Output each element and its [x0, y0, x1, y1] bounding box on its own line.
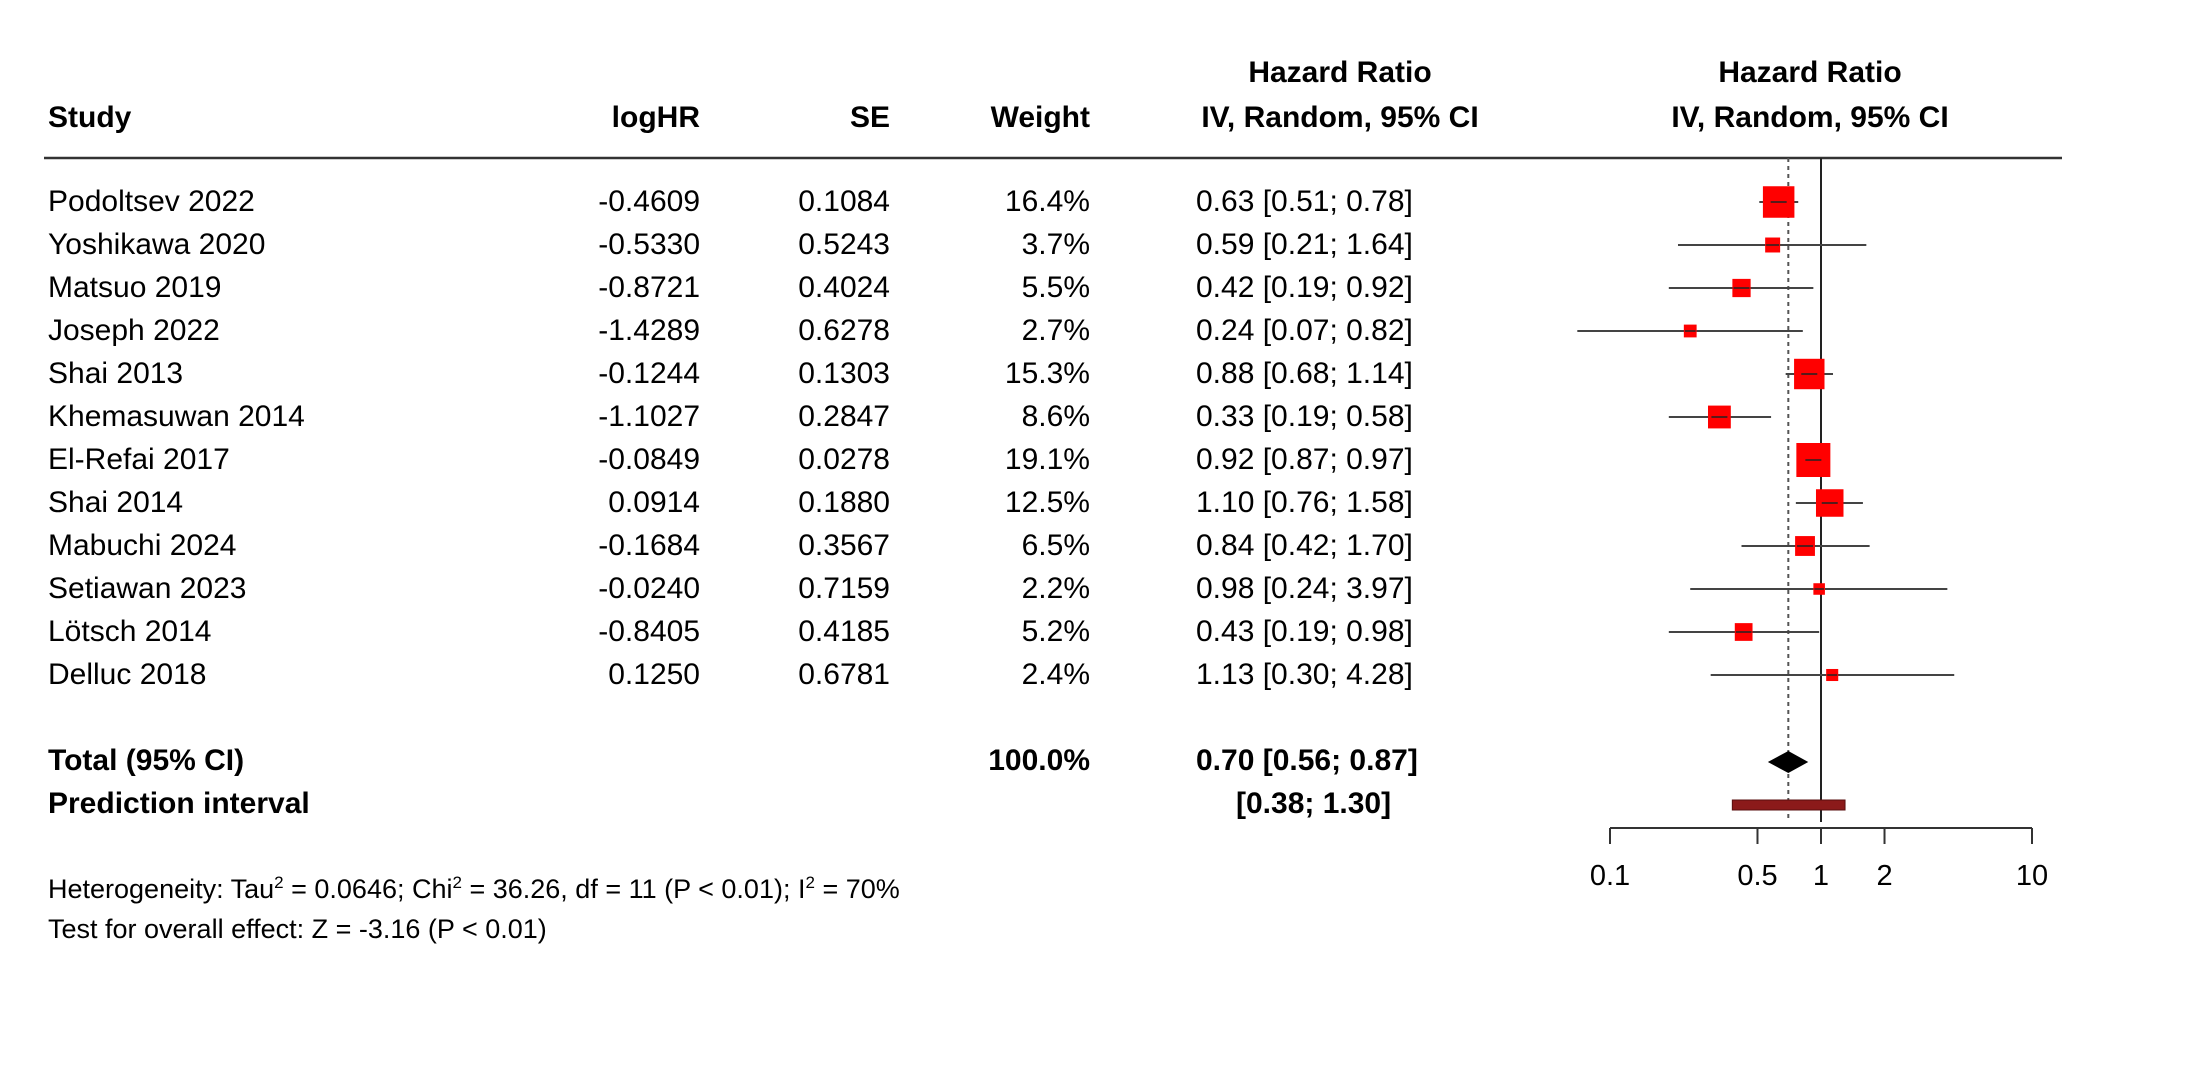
study-name: Shai 2013 — [48, 357, 184, 390]
study-name: Khemasuwan 2014 — [48, 400, 305, 433]
x-tick-label: 2 — [1876, 860, 1892, 892]
study-weight: 2.7% — [1021, 314, 1090, 347]
study-weight: 2.2% — [1021, 572, 1090, 605]
study-se: 0.1084 — [798, 185, 890, 218]
study-loghr: -1.1027 — [598, 400, 700, 433]
prediction-label: Prediction interval — [48, 787, 310, 820]
study-ci-text: 0.88 [0.68; 1.14] — [1196, 357, 1413, 390]
study-name: Setiawan 2023 — [48, 572, 247, 605]
study-se: 0.5243 — [798, 228, 890, 261]
study-ci-text: 0.24 [0.07; 0.82] — [1196, 314, 1413, 347]
study-loghr: -0.0240 — [598, 572, 700, 605]
x-tick-label: 10 — [2016, 860, 2048, 892]
study-ci-text: 0.33 [0.19; 0.58] — [1196, 400, 1413, 433]
header-se: SE — [849, 101, 890, 134]
prediction-ci-text: [0.38; 1.30] — [1236, 787, 1392, 820]
study-weight: 16.4% — [1004, 185, 1090, 218]
study-weight: 5.5% — [1021, 271, 1090, 304]
total-ci-text: 0.70 [0.56; 0.87] — [1196, 744, 1418, 777]
header-plot-method: IV, Random, 95% CI — [1671, 101, 1949, 134]
study-loghr: -0.4609 — [598, 185, 700, 218]
study-loghr: 0.1250 — [608, 658, 700, 691]
x-tick-label: 1 — [1813, 860, 1829, 892]
study-weight: 15.3% — [1004, 357, 1090, 390]
total-label: Total (95% CI) — [48, 744, 245, 777]
header-weight: Weight — [990, 101, 1090, 134]
study-ci-text: 1.10 [0.76; 1.58] — [1196, 486, 1413, 519]
study-ci-text: 0.84 [0.42; 1.70] — [1196, 529, 1413, 562]
header-hr-title: Hazard Ratio — [1248, 56, 1432, 89]
study-se: 0.2847 — [798, 400, 890, 433]
x-tick-label: 0.5 — [1737, 860, 1777, 892]
study-ci-text: 1.13 [0.30; 4.28] — [1196, 658, 1413, 691]
study-ci-text: 0.92 [0.87; 0.97] — [1196, 443, 1413, 476]
study-se: 0.7159 — [798, 572, 890, 605]
study-weight: 12.5% — [1004, 486, 1090, 519]
study-loghr: -0.5330 — [598, 228, 700, 261]
study-name: Joseph 2022 — [48, 314, 220, 347]
study-name: Yoshikawa 2020 — [48, 228, 266, 261]
study-weight: 8.6% — [1021, 400, 1090, 433]
study-weight: 5.2% — [1021, 615, 1090, 648]
study-name: Podoltsev 2022 — [48, 185, 255, 218]
header-hr-method: IV, Random, 95% CI — [1201, 101, 1479, 134]
overall-effect-text: Test for overall effect: Z = -3.16 (P < … — [48, 914, 547, 944]
heterogeneity-text: Heterogeneity: Tau2 = 0.0646; Chi2 = 36.… — [48, 873, 900, 904]
study-ci-text: 0.42 [0.19; 0.92] — [1196, 271, 1413, 304]
study-se: 0.4185 — [798, 615, 890, 648]
study-se: 0.0278 — [798, 443, 890, 476]
study-loghr: -0.8721 — [598, 271, 700, 304]
study-name: El-Refai 2017 — [48, 443, 230, 476]
header-loghr: logHR — [611, 101, 700, 134]
study-name: Delluc 2018 — [48, 658, 207, 691]
study-ci-text: 0.98 [0.24; 3.97] — [1196, 572, 1413, 605]
study-loghr: 0.0914 — [608, 486, 700, 519]
study-loghr: -0.0849 — [598, 443, 700, 476]
total-weight: 100.0% — [988, 744, 1090, 777]
study-name: Shai 2014 — [48, 486, 184, 519]
study-name: Lötsch 2014 — [48, 615, 212, 648]
study-weight: 19.1% — [1004, 443, 1090, 476]
study-se: 0.6278 — [798, 314, 890, 347]
study-loghr: -1.4289 — [598, 314, 700, 347]
study-weight: 6.5% — [1021, 529, 1090, 562]
study-se: 0.3567 — [798, 529, 890, 562]
header-study: Study — [48, 101, 132, 134]
study-ci-text: 0.59 [0.21; 1.64] — [1196, 228, 1413, 261]
study-name: Matsuo 2019 — [48, 271, 222, 304]
study-weight: 2.4% — [1021, 658, 1090, 691]
study-weight: 3.7% — [1021, 228, 1090, 261]
study-name: Mabuchi 2024 — [48, 529, 237, 562]
study-ci-text: 0.43 [0.19; 0.98] — [1196, 615, 1413, 648]
pooled-diamond — [1767, 751, 1809, 773]
study-se: 0.1880 — [798, 486, 890, 519]
study-se: 0.1303 — [798, 357, 890, 390]
study-loghr: -0.1244 — [598, 357, 700, 390]
study-loghr: -0.1684 — [598, 529, 700, 562]
study-ci-text: 0.63 [0.51; 0.78] — [1196, 185, 1413, 218]
study-se: 0.4024 — [798, 271, 890, 304]
x-tick-label: 0.1 — [1590, 860, 1630, 892]
study-loghr: -0.8405 — [598, 615, 700, 648]
study-se: 0.6781 — [798, 658, 890, 691]
prediction-bar — [1731, 799, 1846, 811]
header-plot-title: Hazard Ratio — [1718, 56, 1902, 89]
